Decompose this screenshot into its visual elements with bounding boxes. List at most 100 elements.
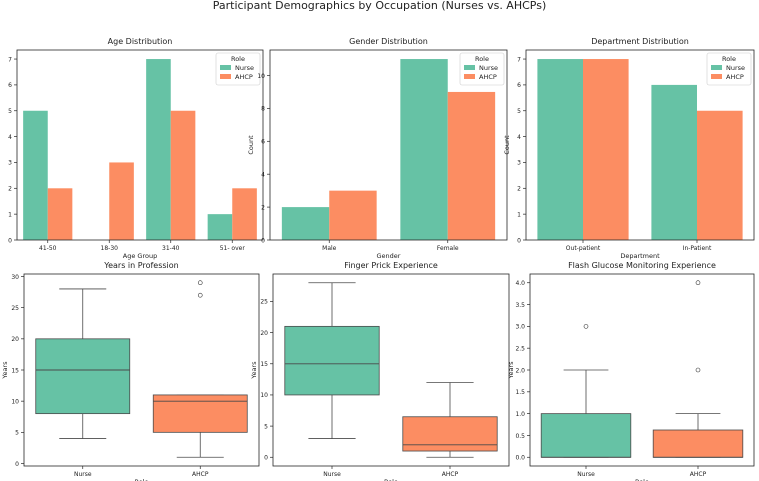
y-tick-label: 1.5 <box>515 389 525 396</box>
y-tick-label: 3 <box>517 160 521 167</box>
legend-swatch-nurse <box>220 65 231 70</box>
legend-swatch-ahcp <box>220 74 231 79</box>
y-axis-label: Years <box>250 361 258 380</box>
y-tick-label: 3 <box>8 160 12 167</box>
x-tick-label: 18-30 <box>101 245 119 252</box>
y-tick-label: 1 <box>517 211 521 218</box>
x-tick-label: 31-40 <box>162 245 180 252</box>
y-tick-label: 6 <box>261 139 265 146</box>
x-tick-label: Nurse <box>323 471 341 478</box>
chart-title: Department Distribution <box>591 37 689 46</box>
bar-ahcp <box>697 110 743 241</box>
bar-nurse <box>281 207 330 240</box>
legend-swatch-ahcp <box>711 74 722 79</box>
y-axis-label: Years <box>1 361 9 380</box>
x-axis-label: Department <box>620 252 660 260</box>
y-tick-label: 30 <box>11 274 19 281</box>
y-tick-label: 2.5 <box>515 345 525 352</box>
x-tick-label: AHCP <box>192 471 209 478</box>
y-tick-label: 6 <box>8 82 12 89</box>
chart-title: Finger Prick Experience <box>344 261 438 270</box>
x-axis-label: Role <box>635 478 649 481</box>
box-ahcp <box>152 394 248 433</box>
outlier-ahcp <box>695 367 701 373</box>
box-nurse <box>540 413 632 458</box>
y-tick-label: 0 <box>517 237 521 244</box>
legend-swatch-nurse <box>464 65 475 70</box>
legend-label-nurse: Nurse <box>235 64 254 72</box>
legend-label-nurse: Nurse <box>726 64 745 72</box>
x-tick-label: In-Patient <box>683 245 712 252</box>
y-tick-label: 5 <box>264 423 268 430</box>
legend-swatch-nurse <box>711 65 722 70</box>
legend-swatch-ahcp <box>464 74 475 79</box>
outlier-ahcp <box>197 280 203 286</box>
y-tick-label: 20 <box>11 336 19 343</box>
bar-nurse <box>537 59 583 240</box>
x-tick-label: Out-patient <box>566 245 601 252</box>
bar-ahcp <box>329 190 377 240</box>
y-tick-label: 5 <box>8 108 12 115</box>
axes-frame <box>529 273 755 467</box>
y-tick-label: 25 <box>260 299 268 306</box>
y-tick-label: 25 <box>11 305 19 312</box>
outlier-ahcp <box>695 280 701 286</box>
x-axis-label: Gender <box>377 252 401 260</box>
y-tick-label: 1 <box>8 211 12 218</box>
x-tick-label: 41-50 <box>39 245 57 252</box>
y-tick-label: 2 <box>517 186 521 193</box>
box-nurse <box>284 325 380 396</box>
bar-ahcp <box>232 188 257 240</box>
y-tick-label: 3.5 <box>515 302 525 309</box>
legend-label-ahcp: AHCP <box>235 73 253 81</box>
legend-title: Role <box>722 55 736 63</box>
y-tick-label: 0 <box>261 237 265 244</box>
axes-frame <box>272 273 510 467</box>
legend-label-nurse: Nurse <box>479 64 498 72</box>
legend-title: Role <box>475 55 489 63</box>
y-tick-label: 20 <box>260 330 268 337</box>
box-ahcp <box>652 429 744 458</box>
y-tick-label: 15 <box>260 361 268 368</box>
bar-nurse <box>400 59 448 240</box>
y-tick-label: 6 <box>517 82 521 89</box>
y-tick-label: 1.0 <box>515 411 525 418</box>
x-axis-label: Role <box>134 478 148 481</box>
y-tick-label: 2 <box>8 186 12 193</box>
legend-label-ahcp: AHCP <box>479 73 497 81</box>
chart-title: Flash Glucose Monitoring Experience <box>568 261 716 270</box>
bar-ahcp <box>447 91 496 240</box>
y-axis-label: Count <box>0 135 2 155</box>
y-tick-label: 15 <box>11 367 19 374</box>
y-tick-label: 0 <box>8 237 12 244</box>
x-tick-label: 51- over <box>220 245 246 252</box>
axes-frame <box>525 49 755 241</box>
y-tick-label: 4 <box>517 134 521 141</box>
y-tick-label: 0 <box>15 461 19 468</box>
outlier-ahcp <box>197 292 203 298</box>
chart-panel-6: Flash Glucose Monitoring Experience 0.0 0.… <box>507 261 755 481</box>
y-axis-label: Years <box>507 361 515 380</box>
y-tick-label: 4.0 <box>515 280 525 287</box>
chart-title: Years in Profession <box>103 261 178 270</box>
chart-panel-5: Finger Prick Experience 0 5 10 15 20 25 Nurse AH… <box>250 261 510 481</box>
bar-nurse <box>23 110 48 241</box>
y-tick-label: 0.0 <box>515 455 525 462</box>
y-tick-label: 8 <box>261 106 265 113</box>
x-tick-label: Nurse <box>74 471 92 478</box>
x-tick-label: Male <box>322 245 337 252</box>
y-tick-label: 7 <box>8 56 12 63</box>
axes-frame <box>16 49 264 241</box>
bar-ahcp <box>170 110 196 241</box>
bar-ahcp <box>583 59 629 240</box>
x-axis-label: Age Group <box>123 252 157 260</box>
bar-nurse <box>651 84 697 241</box>
axes-frame <box>23 273 260 467</box>
y-tick-label: 5 <box>15 430 19 437</box>
y-tick-label: 7 <box>517 56 521 63</box>
y-tick-label: 4 <box>261 171 265 178</box>
